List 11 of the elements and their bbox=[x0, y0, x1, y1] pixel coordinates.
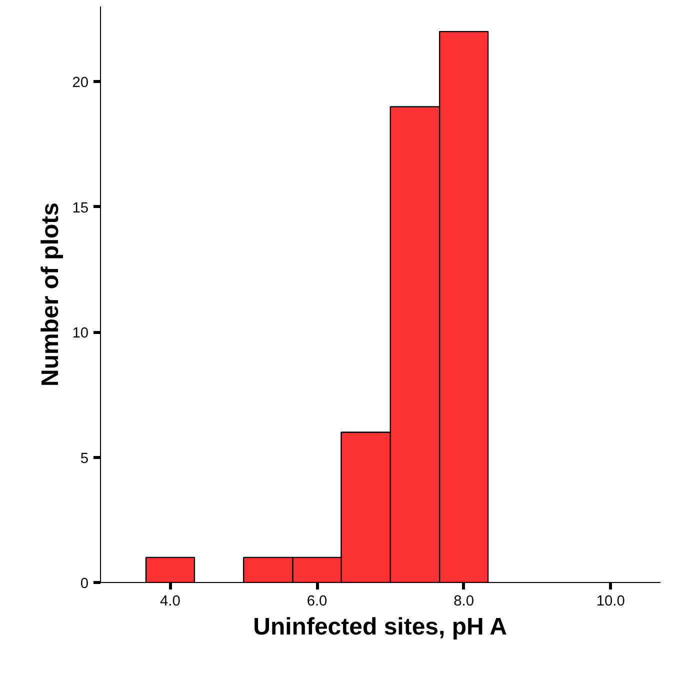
y-tick-label: 20 bbox=[72, 75, 89, 92]
y-tick-label: 10 bbox=[72, 326, 89, 342]
y-tick-label: 5 bbox=[80, 450, 89, 467]
x-axis-title: Uninfected sites, pH A bbox=[253, 614, 507, 640]
x-tick-label: 4.0 bbox=[160, 594, 180, 610]
x-tick-label: 8.0 bbox=[454, 594, 474, 610]
y-axis-title: Number of plots bbox=[37, 202, 64, 386]
y-tick-label: 15 bbox=[72, 200, 89, 216]
x-tick-label: 6.0 bbox=[306, 594, 328, 610]
x-tick-label: 10.0 bbox=[596, 594, 625, 610]
y-tick-label: 0 bbox=[80, 576, 89, 592]
